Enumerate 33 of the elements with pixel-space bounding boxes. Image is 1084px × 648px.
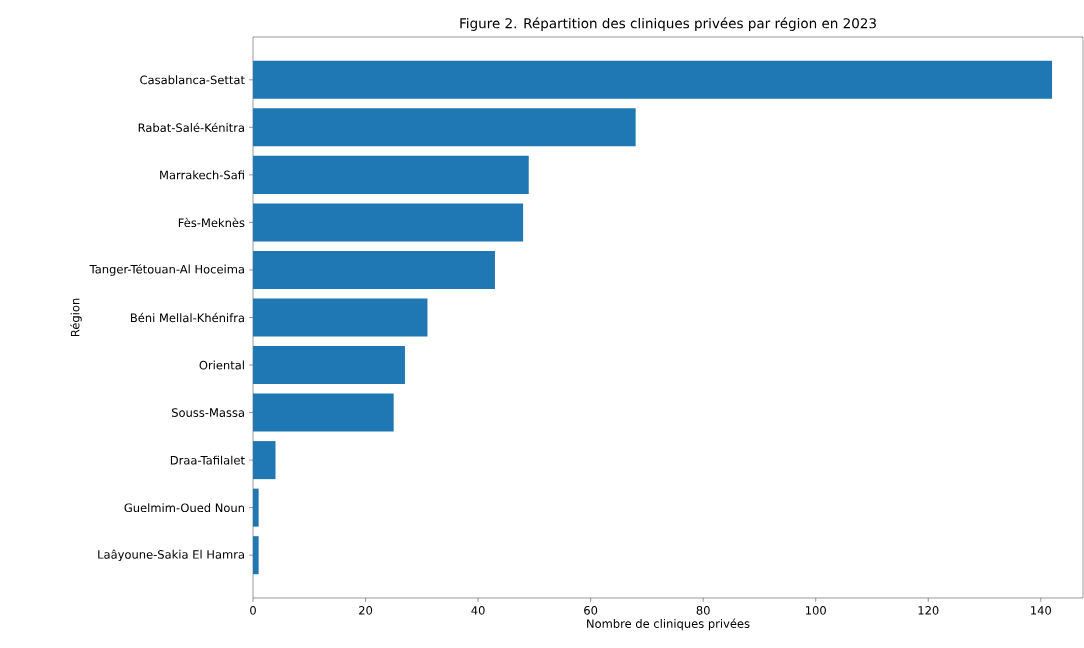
bar (253, 250, 495, 289)
x-tick-label: 20 (359, 606, 373, 615)
x-tick-label: 60 (584, 606, 598, 615)
y-tick-label: Draa-Tafilalet (170, 455, 245, 465)
x-axis-title: Nombre de cliniques privées (587, 618, 750, 631)
y-tick-label: Béni Mellal-Khénifra (131, 312, 244, 323)
bar (253, 488, 259, 527)
x-tick-label: 0 (250, 606, 256, 615)
y-tick-label: Souss-Massa (171, 408, 244, 417)
y-tick-label: Rabat-Salé-Kénitra (138, 122, 244, 132)
y-tick-label: Fès-Meknès (178, 217, 245, 228)
y-tick-label: Laâyoune-Sakia El Hamra (98, 549, 244, 561)
bar (253, 203, 524, 242)
x-tick-label: 140 (1031, 606, 1052, 615)
y-axis-title: Région (70, 298, 82, 337)
x-tick-label: 100 (806, 606, 826, 615)
y-tick-label: Marrakech-Safi (160, 170, 244, 180)
bar (253, 108, 636, 147)
chart-title: Figure 2. Répartition des cliniques privées par région en 2023 (460, 17, 876, 31)
x-tick-label: 80 (696, 606, 710, 615)
bar (253, 60, 1053, 99)
bar (253, 298, 428, 337)
x-tick-label: 120 (918, 606, 939, 615)
y-tick-label: Tanger-Tétouan-Al Hoceima (89, 264, 244, 276)
bar (253, 155, 529, 194)
bar (253, 536, 259, 575)
bar (253, 441, 276, 480)
y-tick-label: Casablanca-Settat (140, 75, 245, 85)
y-tick-label: Oriental (199, 360, 244, 370)
y-tick-label: Guelmim-Oued Noun (124, 503, 244, 513)
bar (253, 393, 394, 432)
bar (253, 346, 405, 385)
x-tick-label: 40 (471, 606, 485, 615)
